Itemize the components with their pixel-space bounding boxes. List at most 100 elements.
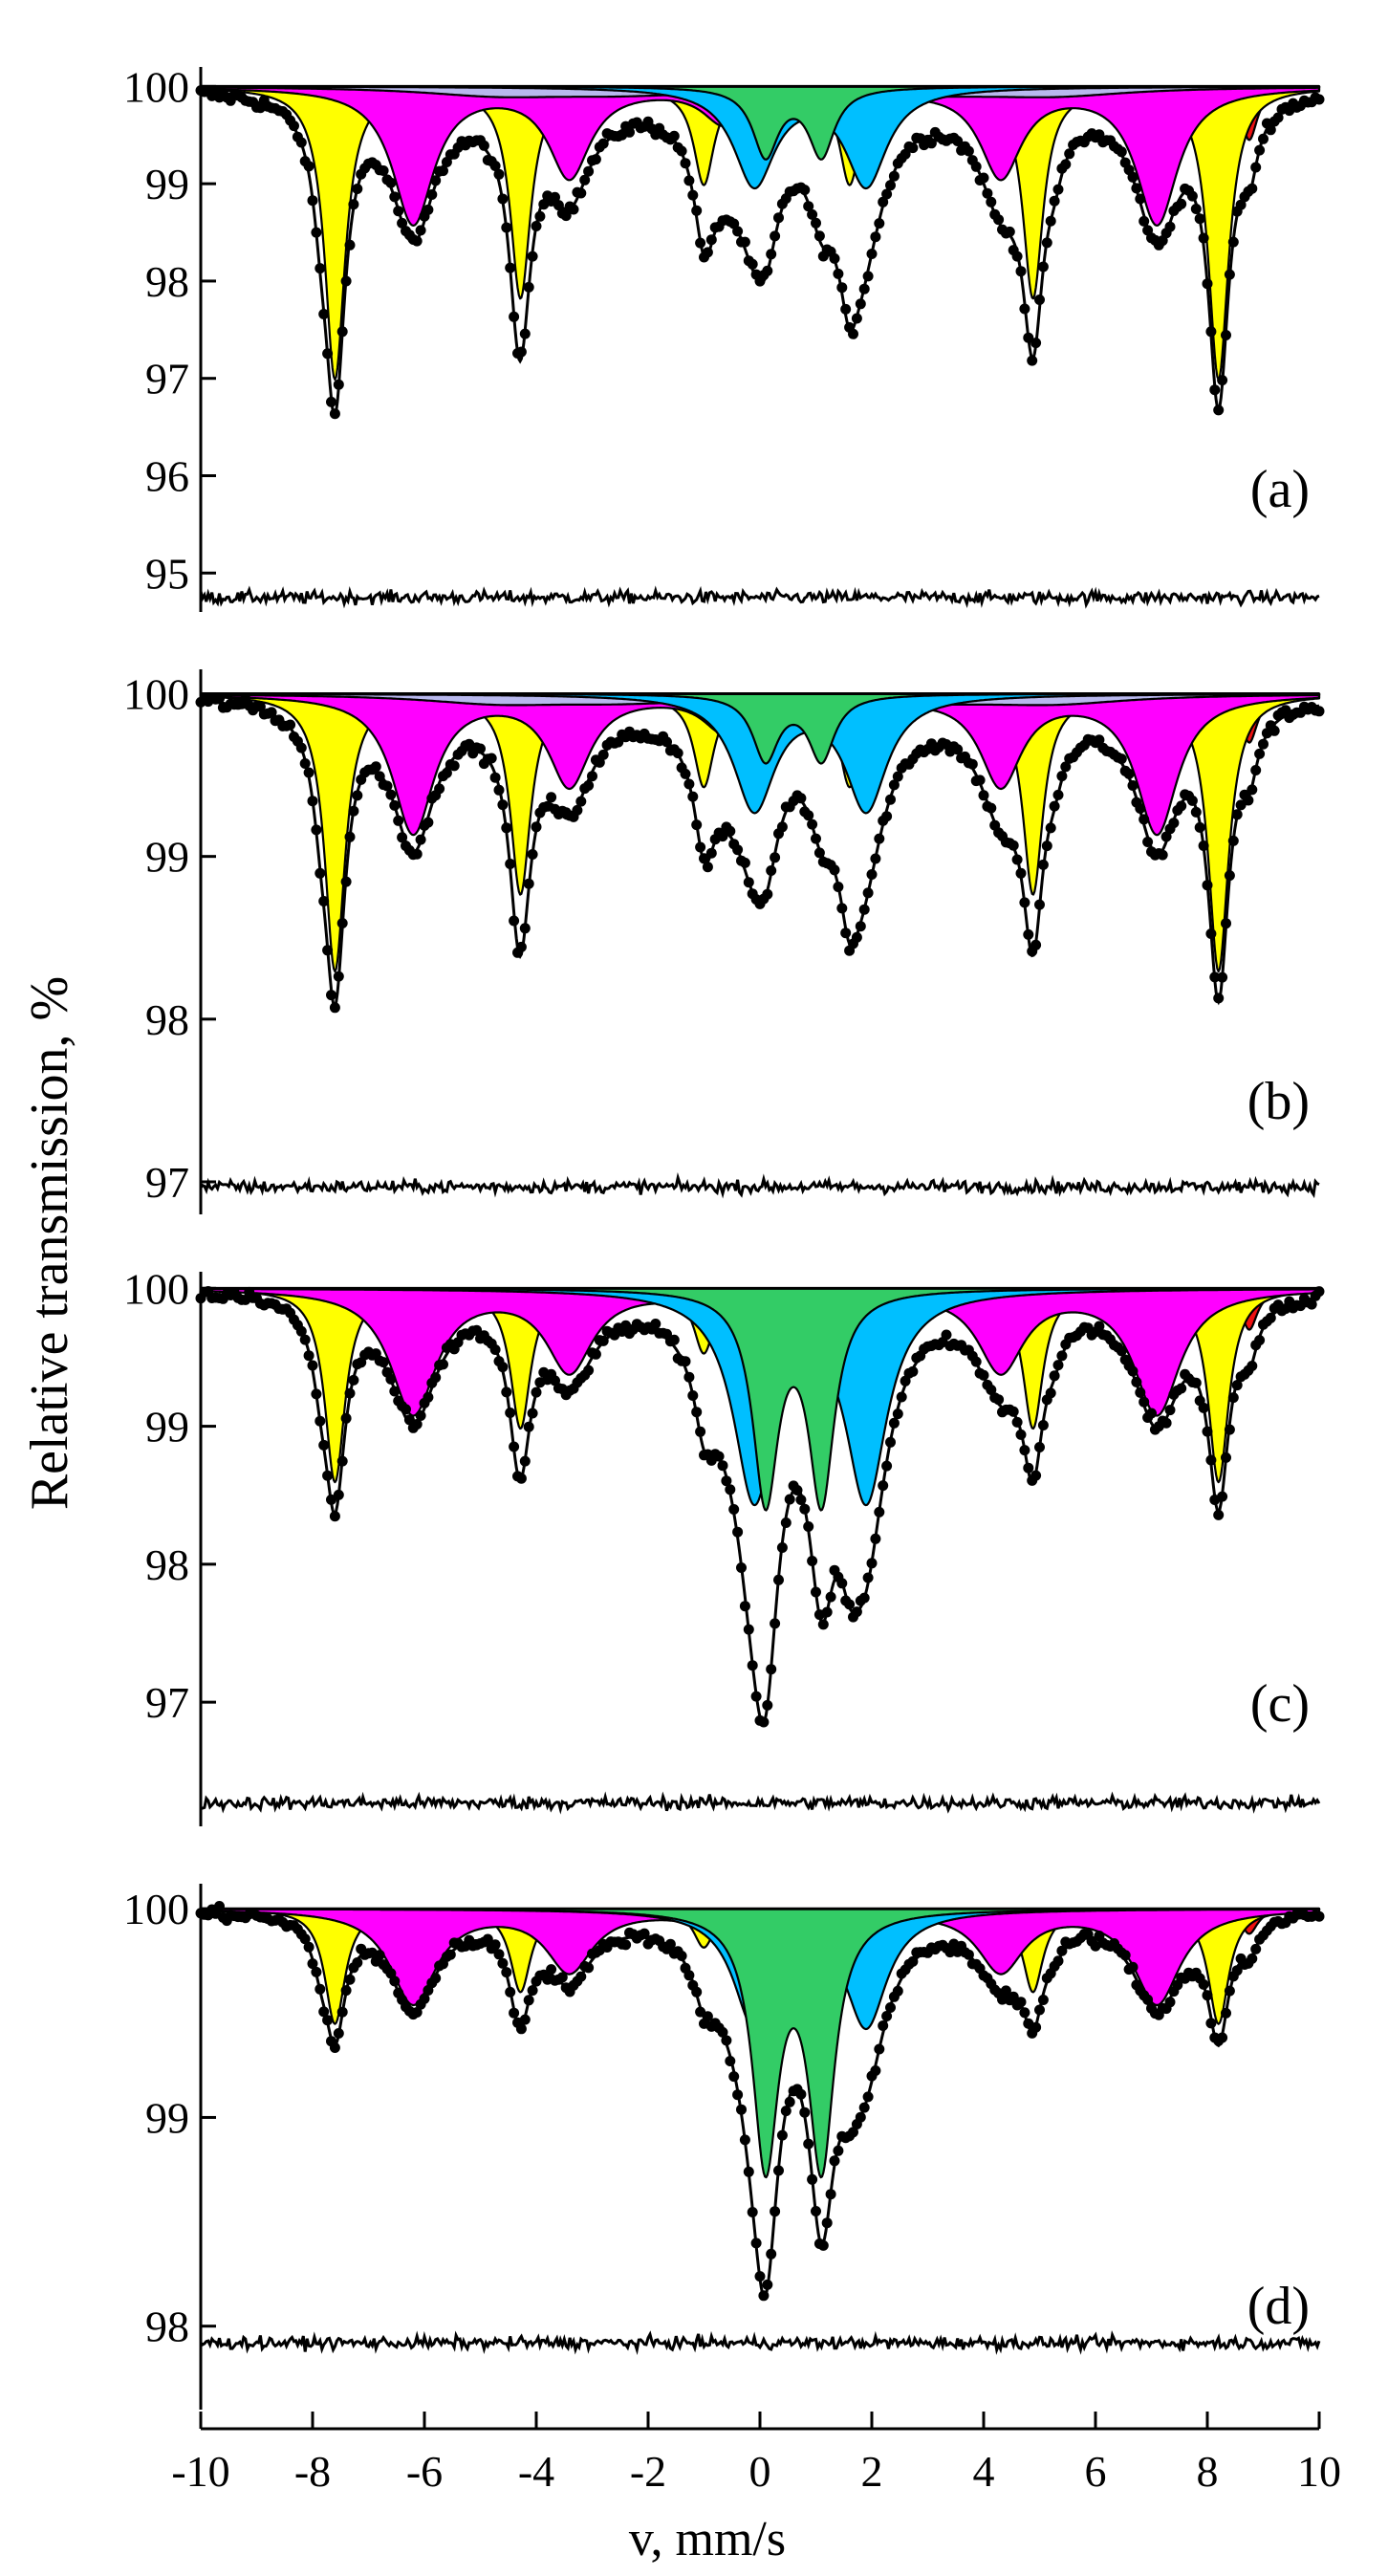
data-point bbox=[527, 849, 538, 860]
data-point bbox=[1023, 928, 1034, 940]
data-point bbox=[1168, 818, 1180, 829]
data-point bbox=[885, 180, 896, 191]
data-point bbox=[385, 789, 397, 800]
data-point bbox=[829, 252, 840, 264]
data-point bbox=[878, 196, 889, 207]
data-point bbox=[501, 822, 512, 834]
data-point bbox=[803, 1521, 814, 1532]
data-point bbox=[329, 1002, 340, 1014]
data-point bbox=[1217, 2032, 1228, 2043]
residual-trace bbox=[200, 1791, 1321, 1815]
data-point bbox=[546, 792, 557, 803]
data-point bbox=[866, 249, 878, 259]
data-point bbox=[423, 1391, 434, 1403]
data-point bbox=[1224, 870, 1235, 882]
data-point bbox=[978, 172, 989, 184]
data-point bbox=[1272, 112, 1284, 123]
x-axis: -10 -8 -6 -4 -2 0 2 4 6 8 10 bbox=[171, 2412, 1341, 2496]
data-point bbox=[527, 1408, 538, 1419]
data-point bbox=[307, 1958, 318, 1970]
data-point bbox=[426, 189, 438, 200]
data-point bbox=[836, 903, 848, 914]
data-point bbox=[736, 1562, 747, 1573]
data-point bbox=[762, 888, 773, 900]
data-point bbox=[489, 1939, 501, 1951]
data-point bbox=[1127, 1365, 1139, 1377]
data-point bbox=[515, 346, 527, 358]
data-point bbox=[1004, 226, 1015, 237]
data-point bbox=[766, 249, 777, 260]
data-point bbox=[750, 1691, 762, 1702]
data-point bbox=[419, 1993, 430, 2004]
data-point bbox=[303, 1941, 314, 1953]
data-point bbox=[1258, 133, 1269, 144]
data-point bbox=[415, 225, 426, 236]
y-tick-label: 99 bbox=[145, 160, 189, 208]
data-point bbox=[851, 1606, 862, 1618]
data-point bbox=[1258, 738, 1269, 750]
data-point bbox=[307, 195, 318, 207]
data-point bbox=[509, 311, 520, 322]
data-point bbox=[986, 1385, 997, 1395]
data-point bbox=[776, 821, 788, 833]
data-point bbox=[523, 1421, 534, 1432]
data-point bbox=[381, 780, 393, 792]
data-point bbox=[344, 1387, 356, 1399]
data-point bbox=[501, 1967, 512, 1978]
residual-trace bbox=[199, 2330, 1321, 2356]
data-point bbox=[1008, 1991, 1019, 2002]
data-point bbox=[825, 1591, 836, 1603]
panel-1: 95 96 97 98 99 100 (a) bbox=[123, 62, 1325, 612]
data-point bbox=[1198, 1402, 1209, 1413]
data-point bbox=[888, 170, 900, 182]
data-point bbox=[411, 2007, 423, 2018]
data-point bbox=[792, 1485, 803, 1495]
data-point bbox=[1034, 1442, 1045, 1452]
data-point bbox=[1049, 1370, 1060, 1382]
data-point bbox=[687, 189, 699, 201]
data-point bbox=[1034, 899, 1045, 910]
data-point bbox=[848, 2127, 858, 2138]
data-point bbox=[1056, 1350, 1068, 1362]
data-point bbox=[1202, 880, 1213, 891]
data-point bbox=[493, 784, 505, 796]
data-point bbox=[892, 771, 903, 782]
data-point bbox=[1023, 1462, 1034, 1474]
data-point bbox=[1056, 1945, 1068, 1956]
data-point bbox=[743, 1624, 754, 1635]
data-point bbox=[411, 1419, 423, 1430]
data-point bbox=[717, 2026, 728, 2038]
x-tick-label: 10 bbox=[1297, 2447, 1341, 2496]
data-point bbox=[1221, 2007, 1231, 2019]
data-points bbox=[195, 1901, 1325, 2302]
data-point bbox=[1116, 146, 1127, 158]
data-point bbox=[303, 161, 314, 172]
data-point bbox=[336, 2006, 348, 2018]
data-point bbox=[505, 1986, 516, 1997]
data-point bbox=[855, 921, 866, 932]
panel-label: (c) bbox=[1250, 1674, 1310, 1734]
data-point bbox=[1015, 867, 1027, 879]
y-tick-label: 100 bbox=[123, 62, 189, 111]
data-point bbox=[978, 1369, 989, 1381]
data-point bbox=[1027, 355, 1038, 366]
data-point bbox=[1213, 1509, 1225, 1520]
data-point bbox=[389, 1976, 401, 1987]
data-point bbox=[493, 168, 505, 180]
data-point bbox=[493, 1949, 505, 1960]
panel-2: 97 98 99 100 (b) bbox=[123, 669, 1325, 1214]
data-point bbox=[1060, 761, 1072, 773]
data-point bbox=[776, 2129, 788, 2141]
data-point bbox=[1224, 1985, 1235, 1997]
data-point bbox=[1123, 768, 1135, 779]
data-point bbox=[1023, 332, 1034, 343]
y-tick-label: 96 bbox=[145, 452, 189, 501]
y-tick-label: 98 bbox=[145, 995, 189, 1044]
data-point bbox=[803, 810, 814, 821]
data-point bbox=[888, 1417, 900, 1429]
data-point bbox=[1015, 1429, 1027, 1440]
data-point bbox=[1209, 384, 1221, 396]
data-point bbox=[780, 1517, 792, 1528]
data-point bbox=[1037, 1420, 1049, 1430]
data-point bbox=[907, 1955, 919, 1967]
